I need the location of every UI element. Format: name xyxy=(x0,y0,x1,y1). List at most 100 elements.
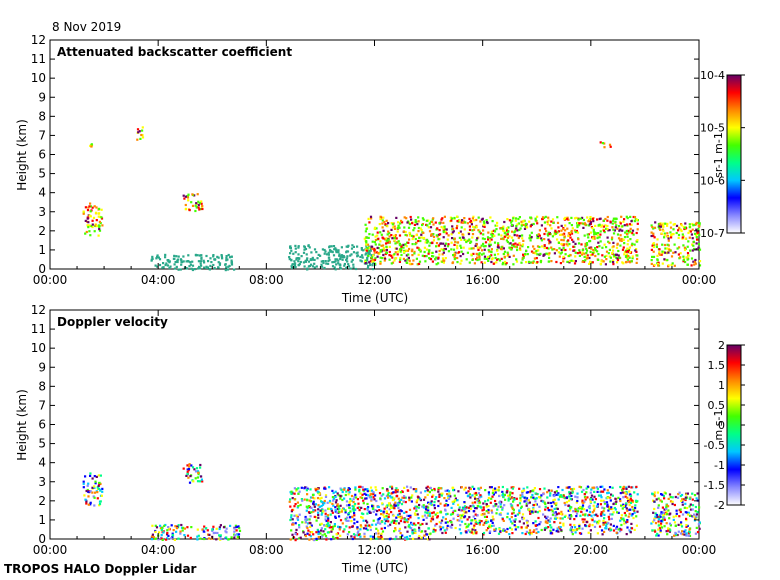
data-cell xyxy=(485,505,488,508)
data-cell xyxy=(352,245,355,248)
data-cell xyxy=(324,524,327,528)
data-cell xyxy=(547,501,550,504)
data-cell xyxy=(180,523,183,527)
data-cell xyxy=(459,524,462,527)
data-cell xyxy=(374,486,377,489)
data-cell xyxy=(620,523,623,527)
data-cell xyxy=(322,510,325,513)
data-cell xyxy=(95,206,98,209)
data-cell xyxy=(394,489,397,492)
data-cell xyxy=(518,512,521,515)
data-cell xyxy=(532,222,535,226)
data-cell xyxy=(519,499,522,502)
data-cell xyxy=(196,476,199,479)
data-cell xyxy=(522,256,525,259)
data-cell xyxy=(193,468,196,471)
data-cell xyxy=(372,510,375,513)
data-cell xyxy=(311,531,314,534)
data-cell xyxy=(627,501,631,504)
data-cell xyxy=(82,480,85,483)
data-cell xyxy=(562,524,565,527)
data-cell xyxy=(559,252,562,255)
data-cell xyxy=(568,486,571,489)
data-cell xyxy=(482,506,485,509)
data-cell xyxy=(226,268,230,271)
data-cell xyxy=(497,258,500,261)
data-cell xyxy=(593,233,596,236)
data-cell xyxy=(308,533,311,536)
data-cell xyxy=(609,260,612,263)
data-cell xyxy=(337,259,340,262)
data-cell xyxy=(354,493,357,496)
data-cell xyxy=(371,505,374,508)
data-cell xyxy=(615,531,618,534)
data-cell xyxy=(430,234,433,237)
data-cell xyxy=(309,488,312,491)
data-cell xyxy=(611,226,614,229)
data-cell xyxy=(688,528,691,531)
data-cell xyxy=(622,517,625,520)
data-cell xyxy=(401,534,404,537)
data-cell xyxy=(352,505,355,508)
data-cell xyxy=(678,491,681,494)
data-cell xyxy=(188,481,192,484)
data-cell xyxy=(428,512,431,515)
data-cell xyxy=(453,499,456,502)
data-cell xyxy=(622,487,625,490)
data-cell xyxy=(313,515,316,518)
data-cell xyxy=(612,219,615,222)
data-cell xyxy=(206,266,209,269)
data-cell xyxy=(530,231,533,234)
data-cell xyxy=(487,496,490,500)
data-cell xyxy=(332,504,335,507)
data-cell xyxy=(406,530,409,533)
data-cell xyxy=(407,514,410,518)
data-cell xyxy=(190,201,193,204)
data-cell xyxy=(630,244,633,247)
data-cell xyxy=(182,526,185,529)
data-cell xyxy=(390,262,393,265)
data-cell xyxy=(685,525,688,528)
data-cell xyxy=(659,524,662,527)
data-cell xyxy=(337,511,340,514)
data-cell xyxy=(406,485,409,488)
x-tick-label: 00:00 xyxy=(682,273,717,287)
data-cell xyxy=(430,503,433,506)
data-cell xyxy=(224,530,227,533)
data-cell xyxy=(411,529,414,532)
data-cell xyxy=(535,503,538,506)
data-cell xyxy=(390,254,393,257)
data-cell xyxy=(171,534,175,537)
data-cell xyxy=(469,487,472,491)
data-cell xyxy=(374,238,377,242)
data-cell xyxy=(318,493,321,496)
data-cell xyxy=(583,260,586,263)
data-cell xyxy=(220,255,223,258)
data-cell xyxy=(416,246,419,249)
data-cell xyxy=(405,245,408,248)
data-cell xyxy=(326,525,329,528)
data-cell xyxy=(508,493,512,496)
data-cell xyxy=(321,511,324,514)
data-cell xyxy=(369,528,372,532)
data-cell xyxy=(372,491,375,494)
data-cell xyxy=(464,511,467,514)
data-cell xyxy=(492,493,495,496)
data-cell xyxy=(186,534,190,537)
data-cell xyxy=(397,224,400,227)
data-cell xyxy=(520,224,523,227)
data-cell xyxy=(589,250,592,253)
data-cell xyxy=(390,511,393,514)
data-cell xyxy=(493,528,496,531)
data-cell xyxy=(235,525,238,529)
data-cell xyxy=(451,523,454,526)
data-cell xyxy=(489,237,492,240)
data-cell xyxy=(549,529,552,532)
y-tick-label: 9 xyxy=(38,90,46,104)
data-cell xyxy=(294,266,297,269)
data-cell xyxy=(677,233,681,237)
data-cell xyxy=(607,491,610,494)
data-cell xyxy=(312,503,315,506)
data-cell xyxy=(341,508,344,511)
data-cell xyxy=(530,223,533,226)
